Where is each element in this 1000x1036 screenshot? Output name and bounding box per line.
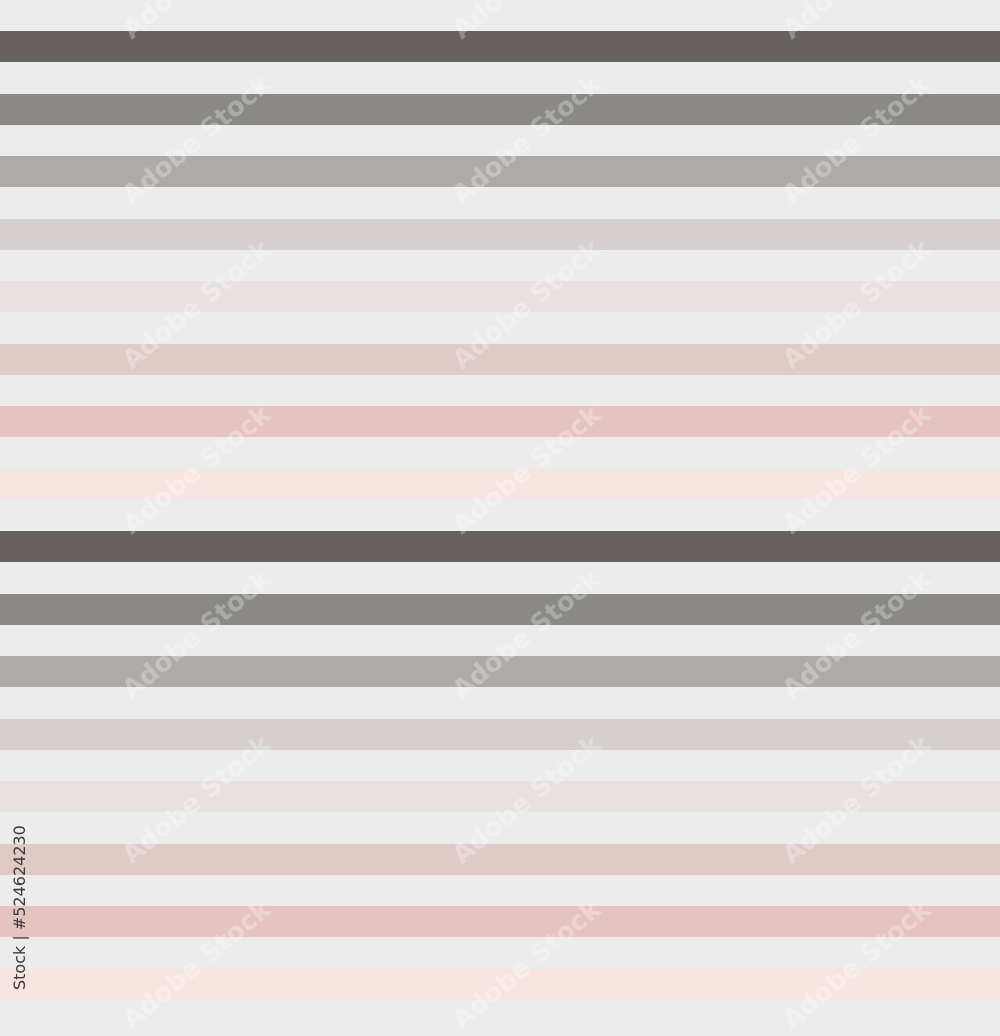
stripe (0, 156, 1000, 187)
stripe (0, 844, 1000, 875)
stripe (0, 344, 1000, 375)
stripe (0, 781, 1000, 812)
stripe (0, 531, 1000, 562)
stock-id-label: Stock | #524624230 (10, 825, 29, 990)
stripe (0, 969, 1000, 1000)
stripe (0, 219, 1000, 250)
stripe (0, 281, 1000, 312)
stripe (0, 594, 1000, 625)
stripe (0, 656, 1000, 687)
stripe (0, 469, 1000, 500)
stripe (0, 406, 1000, 437)
stripe (0, 31, 1000, 62)
stripe (0, 94, 1000, 125)
stripe-pattern (0, 31, 1000, 1000)
stripe (0, 719, 1000, 750)
stripe (0, 906, 1000, 937)
